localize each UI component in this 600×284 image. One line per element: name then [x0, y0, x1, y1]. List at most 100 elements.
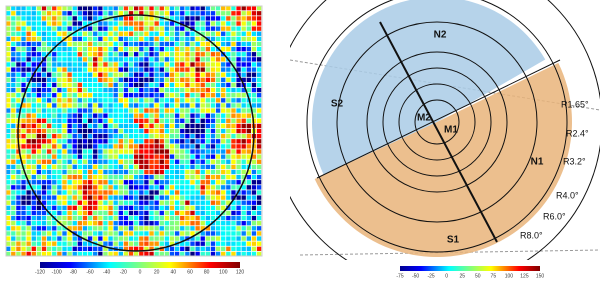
pixel — [215, 118, 221, 123]
pixel — [185, 72, 190, 77]
pixel — [200, 62, 205, 67]
pixel — [174, 190, 180, 195]
pixel — [139, 98, 144, 103]
pixel — [236, 31, 241, 36]
map-frame — [5, 5, 263, 257]
pixel — [52, 128, 57, 134]
pixel — [11, 246, 16, 251]
pixel — [77, 16, 83, 21]
pixel — [21, 57, 26, 62]
pixel — [57, 169, 62, 175]
pixel — [210, 149, 216, 154]
pixel — [113, 108, 118, 113]
pixel — [210, 98, 216, 103]
pixel — [226, 180, 231, 185]
pixel — [36, 57, 42, 62]
pixel — [16, 185, 21, 190]
pixel — [164, 21, 170, 26]
pixel — [11, 257, 15, 261]
pixel — [87, 62, 93, 67]
pixel — [169, 205, 175, 211]
pixel — [52, 195, 57, 200]
pixel — [169, 128, 175, 134]
pixel — [52, 87, 57, 93]
pixel — [41, 164, 47, 170]
pixel — [36, 236, 42, 241]
pixel — [57, 231, 62, 236]
pixel — [200, 241, 205, 246]
pixel — [139, 72, 144, 77]
pixel — [62, 246, 67, 251]
pixel — [149, 118, 154, 123]
pixel — [123, 41, 129, 47]
pixel — [174, 159, 180, 164]
pixel — [6, 93, 11, 98]
colorbar-tick-label: 125 — [520, 273, 529, 279]
pixel — [246, 87, 251, 93]
pixel — [200, 205, 205, 211]
pixel — [200, 174, 205, 180]
pixel — [226, 21, 231, 26]
pixel — [149, 241, 154, 246]
pixel — [185, 144, 190, 149]
colorbar-tick-label: 75 — [491, 273, 497, 279]
pixel — [149, 144, 154, 149]
pixel — [195, 72, 200, 77]
pixel — [93, 72, 98, 77]
pixel — [210, 251, 216, 256]
pixel — [36, 128, 42, 134]
pixel — [134, 36, 139, 42]
pixel — [159, 41, 164, 47]
pixel — [72, 149, 77, 154]
pixel — [190, 149, 195, 154]
pixel — [113, 174, 118, 180]
pixel — [236, 113, 241, 118]
pixel — [154, 6, 159, 11]
pixel — [221, 159, 226, 164]
pixel — [31, 149, 36, 154]
pixel — [31, 36, 36, 42]
pixel — [210, 67, 216, 72]
pixel — [251, 93, 257, 98]
pixel — [103, 98, 108, 103]
pixel — [134, 149, 139, 154]
pixel — [134, 241, 139, 246]
pixel — [164, 113, 170, 118]
pixel — [195, 128, 200, 134]
pixel — [144, 246, 149, 251]
pixel — [93, 98, 98, 103]
pixel — [210, 169, 216, 175]
pixel — [31, 123, 36, 129]
colorbar-tick-label: -50 — [412, 273, 419, 279]
pixel — [185, 174, 190, 180]
pixel — [180, 139, 185, 144]
pixel — [93, 77, 98, 83]
pixel — [62, 82, 67, 88]
pixel — [128, 16, 134, 21]
pixel — [256, 36, 262, 42]
pixel — [11, 174, 16, 180]
pixel — [164, 215, 170, 221]
pixel — [11, 164, 16, 170]
pixel — [210, 185, 216, 190]
pixel — [139, 251, 144, 256]
pixel — [246, 185, 251, 190]
pixel — [67, 144, 72, 149]
pixel — [57, 46, 62, 52]
pixel — [215, 62, 221, 67]
pixel — [251, 41, 257, 47]
pixel — [31, 159, 36, 164]
pixel — [210, 123, 216, 129]
pixel — [205, 169, 211, 175]
pixel — [46, 251, 52, 256]
pixel — [256, 72, 262, 77]
pixel — [16, 246, 21, 251]
pixel — [174, 149, 180, 154]
pixel — [26, 11, 31, 16]
pixel — [16, 11, 21, 16]
pixel — [154, 185, 159, 190]
pixel — [174, 221, 180, 226]
pixel — [16, 221, 21, 226]
pixel — [21, 11, 26, 16]
pixel — [251, 46, 257, 52]
